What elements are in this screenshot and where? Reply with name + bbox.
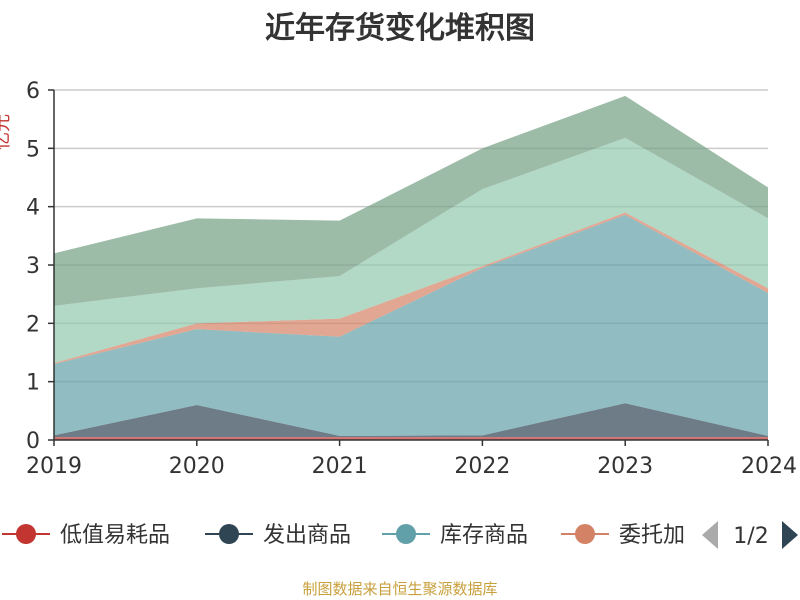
x-tick-label: 2021 [312,454,368,479]
y-tick-label: 2 [26,312,40,337]
series-area-5 [54,95,768,306]
legend-item-1[interactable]: 发出商品 [205,523,351,548]
legend-marker [219,524,239,544]
legend-label: 发出商品 [263,523,351,548]
legend: 低值易耗品 发出商品 库存商品 委托加 [2,523,685,548]
x-tick-label: 2020 [169,454,225,479]
y-tick-label: 0 [26,429,40,454]
y-axis-label: 亿元 [0,114,13,150]
x-tick-label: 2023 [597,454,653,479]
legend-pager: 1/2 [702,521,798,549]
legend-prev-icon[interactable] [702,521,718,549]
legend-item-3[interactable]: 委托加 [561,523,685,548]
x-tick-label: 2019 [26,454,82,479]
series-area-4 [54,137,768,363]
y-tick-label: 6 [26,79,40,104]
series-areas [54,95,768,440]
legend-marker [396,524,416,544]
series-area-2 [54,214,768,436]
legend-label: 低值易耗品 [60,523,170,548]
x-tick-label: 2024 [741,454,797,479]
data-source-note: 制图数据来自恒生聚源数据库 [302,580,497,598]
y-tick-label: 4 [26,196,40,221]
legend-item-0[interactable]: 低值易耗品 [2,523,170,548]
legend-marker [16,524,36,544]
legend-next-icon[interactable] [782,521,798,549]
legend-label: 委托加 [619,523,685,548]
chart-title: 近年存货变化堆积图 [265,11,535,46]
y-tick-label: 3 [26,254,40,279]
legend-item-2[interactable]: 库存商品 [382,523,528,548]
legend-label: 库存商品 [440,523,528,548]
series-area-3 [54,212,768,365]
axes: 0 1 2 3 4 5 6 2019 2020 2021 2022 2023 2024 [26,79,797,479]
legend-marker [575,524,595,544]
y-tick-label: 1 [26,371,40,396]
series-area-1 [54,403,768,438]
legend-page-indicator: 1/2 [733,524,768,549]
x-tick-label: 2022 [454,454,510,479]
y-tick-label: 5 [26,137,40,162]
